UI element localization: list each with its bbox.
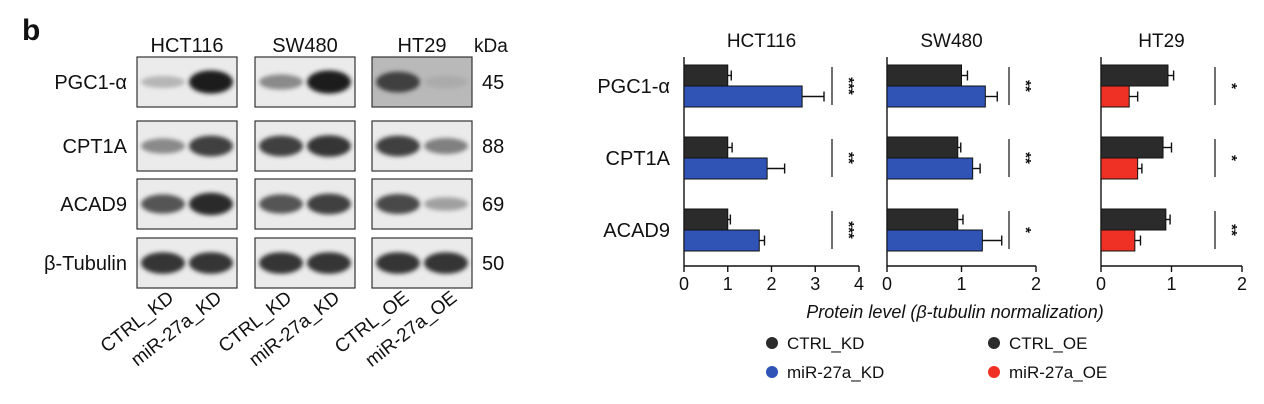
x-tick-label: 0 xyxy=(679,274,689,294)
bar xyxy=(1100,157,1139,180)
x-tick-label: 2 xyxy=(1237,274,1247,294)
protein-label: CPT1A xyxy=(63,136,128,158)
legend-label: CTRL_KD xyxy=(787,334,864,353)
significance-label: * xyxy=(1223,155,1240,161)
kda-value: 45 xyxy=(482,72,504,94)
legend-marker xyxy=(988,366,1000,378)
legend-marker xyxy=(766,366,778,378)
x-axis-label: Protein level (β-tubulin normalization) xyxy=(806,302,1103,322)
bar xyxy=(683,157,768,180)
legend-label: miR-27a_KD xyxy=(787,363,884,382)
blot-band xyxy=(259,135,303,157)
blot-band xyxy=(141,194,185,214)
bar xyxy=(683,85,803,108)
cell-line-label: SW480 xyxy=(272,35,338,57)
x-tick-label: 2 xyxy=(1031,274,1041,294)
blot-band xyxy=(376,71,420,93)
legend-marker xyxy=(766,337,778,349)
bar xyxy=(886,64,962,87)
blot-band xyxy=(307,193,351,215)
category-label: CPT1A xyxy=(606,148,671,170)
kda-value: 69 xyxy=(482,194,504,216)
legend: CTRL_KD miR-27a_KD CTRL_OE miR-27a_OE xyxy=(766,334,1107,382)
blot-band xyxy=(189,135,233,157)
cell-line-label: HCT116 xyxy=(151,35,224,57)
legend-label: CTRL_OE xyxy=(1009,334,1087,353)
panel-label: b xyxy=(22,14,40,47)
x-tick-label: 0 xyxy=(882,274,892,294)
significance-label: *** xyxy=(840,221,857,239)
blot-band xyxy=(307,252,351,274)
blot-band xyxy=(376,135,420,157)
chart-title: SW480 xyxy=(920,31,982,52)
chart-title: HCT116 xyxy=(727,31,796,52)
blot-band xyxy=(424,138,468,154)
blot-band xyxy=(376,194,420,214)
blot-band xyxy=(424,75,468,89)
significance-label: * xyxy=(1017,227,1034,233)
bar xyxy=(1100,85,1130,108)
blot-band xyxy=(307,135,351,157)
bar xyxy=(886,208,959,231)
blot-band xyxy=(259,252,303,274)
significance-label: ** xyxy=(1017,80,1034,92)
blot-band xyxy=(376,252,420,274)
cell-line-label: HT29 xyxy=(398,35,447,57)
bar xyxy=(886,157,974,180)
blot-band xyxy=(259,194,303,214)
bar xyxy=(1100,229,1136,252)
western-blot: HCT116 SW480 HT29 kDa PGC1-α 45 CPT1A 88 ACAD9 69… xyxy=(44,35,508,372)
kda-value: 50 xyxy=(482,253,504,275)
blot-band xyxy=(189,70,233,94)
blot-band xyxy=(424,252,468,274)
bar xyxy=(683,229,760,252)
bar xyxy=(1100,64,1169,87)
bar xyxy=(886,229,983,252)
blot-band xyxy=(424,197,468,211)
kda-value: 88 xyxy=(482,136,504,158)
significance-label: *** xyxy=(840,77,857,95)
blot-band xyxy=(141,76,185,88)
x-tick-label: 1 xyxy=(723,274,733,294)
blot-band xyxy=(259,74,303,90)
x-tick-label: 0 xyxy=(1096,274,1106,294)
bar xyxy=(1100,208,1167,231)
category-label: ACAD9 xyxy=(603,220,670,242)
blot-band xyxy=(189,192,233,216)
legend-label: miR-27a_OE xyxy=(1009,363,1107,382)
bar xyxy=(886,85,986,108)
x-tick-label: 1 xyxy=(956,274,966,294)
significance-label: ** xyxy=(840,152,857,164)
protein-label: PGC1-α xyxy=(54,72,127,94)
x-tick-label: 3 xyxy=(810,274,820,294)
bar xyxy=(683,64,729,87)
kda-label: kDa xyxy=(474,36,508,57)
category-label: PGC1-α xyxy=(597,76,670,98)
blot-band xyxy=(141,138,185,154)
bar xyxy=(886,136,959,159)
x-tick-label: 2 xyxy=(766,274,776,294)
protein-label: ACAD9 xyxy=(60,194,127,216)
significance-label: ** xyxy=(1017,152,1034,164)
blot-band xyxy=(189,252,233,274)
x-tick-label: 4 xyxy=(854,274,864,294)
protein-label: β-Tubulin xyxy=(44,253,127,275)
x-tick-label: 1 xyxy=(1166,274,1176,294)
significance-label: * xyxy=(1223,83,1240,89)
significance-label: ** xyxy=(1223,224,1240,236)
blot-band xyxy=(307,70,351,94)
bar xyxy=(683,208,729,231)
legend-marker xyxy=(988,337,1000,349)
bar xyxy=(683,136,729,159)
chart-title: HT29 xyxy=(1138,31,1184,52)
bar xyxy=(1100,136,1164,159)
blot-band xyxy=(141,252,185,274)
